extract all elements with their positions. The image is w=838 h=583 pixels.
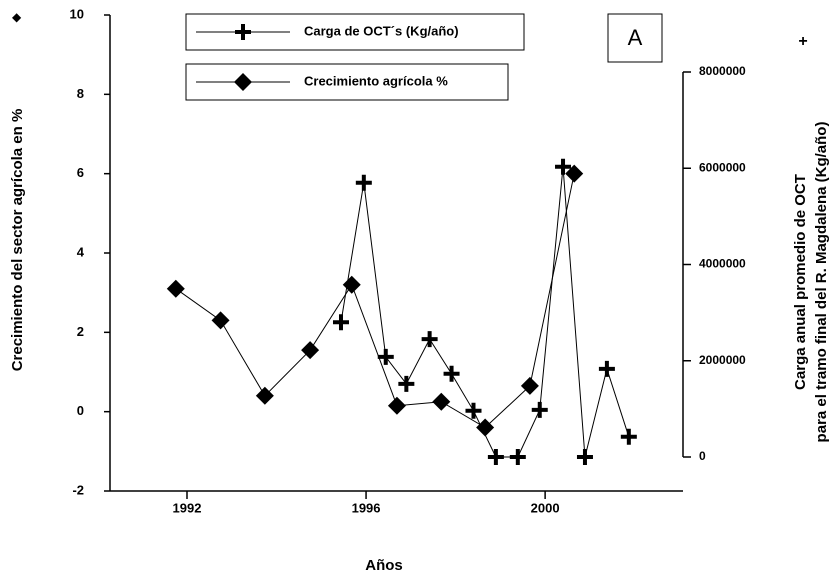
diamond-symbol: ◆ [12, 10, 22, 24]
marker-plus [598, 360, 615, 377]
marker-diamond [432, 392, 451, 411]
y2-axis-label: Carga anual promedio de OCT [792, 174, 809, 390]
marker-plus [421, 331, 438, 348]
marker-plus [487, 449, 504, 465]
x-tick-label: 2000 [531, 500, 560, 515]
marker-plus [576, 449, 593, 465]
marker-diamond [565, 164, 584, 183]
marker-diamond [255, 386, 274, 405]
legend-label: Crecimiento agrícola % [304, 73, 448, 88]
marker-plus [377, 348, 394, 365]
panel-label: A [628, 25, 643, 50]
legend-box [185, 63, 509, 101]
y-tick-label: 6 [77, 165, 84, 180]
y2-tick-label: 0 [699, 449, 706, 463]
legend-label: Carga de OCT´s (Kg/año) [304, 23, 459, 38]
y-tick-label: 8 [77, 86, 84, 101]
marker-plus [443, 365, 460, 382]
marker-diamond [520, 376, 539, 395]
y-tick-label: 4 [77, 244, 85, 259]
y-tick-label: 0 [77, 403, 84, 418]
marker-plus [531, 401, 548, 418]
y-axis-label: Crecimiento del sector agrícola en % [9, 109, 26, 372]
panel-box [607, 13, 663, 63]
marker-diamond [211, 311, 230, 330]
marker-plus [509, 449, 526, 465]
marker-diamond [342, 275, 361, 294]
marker-diamond [301, 341, 320, 360]
marker-plus [465, 402, 482, 419]
plus-symbol: + [798, 33, 807, 50]
legend-box [185, 13, 525, 51]
marker-plus [355, 174, 372, 191]
y2-tick-label: 2000000 [699, 353, 746, 367]
marker-diamond [166, 279, 185, 298]
x-tick-label: 1992 [173, 500, 202, 515]
y-tick-label: 2 [77, 324, 84, 339]
marker-plus [398, 375, 415, 392]
y2-tick-label: 6000000 [699, 160, 746, 174]
marker-diamond [234, 73, 252, 91]
y2-tick-label: 8000000 [699, 64, 746, 78]
y2-tick-label: 4000000 [699, 257, 746, 271]
marker-diamond [387, 396, 406, 415]
y-tick-label: -2 [72, 482, 84, 497]
marker-plus [235, 24, 251, 40]
x-tick-label: 1996 [352, 500, 381, 515]
marker-plus [332, 314, 349, 331]
marker-diamond [476, 418, 495, 437]
series-line [175, 173, 575, 429]
marker-plus [555, 158, 572, 175]
y2-axis-label: para el tramo final del R. Magdalena (Kg… [813, 122, 830, 443]
x-axis-label: Años [365, 557, 403, 574]
series-line [340, 166, 630, 458]
y-tick-label: 10 [70, 6, 84, 21]
marker-plus [620, 428, 637, 445]
